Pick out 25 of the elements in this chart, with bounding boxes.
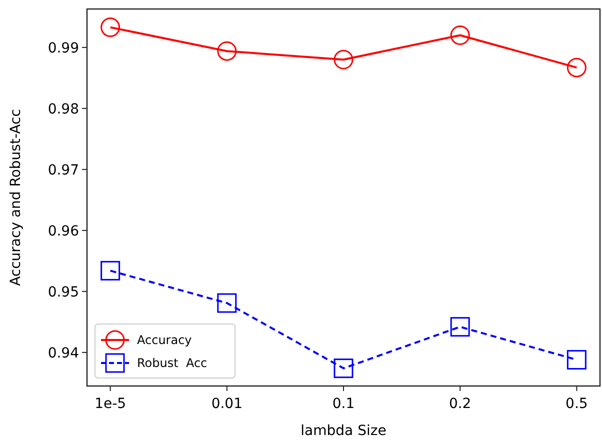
x-axis-title: lambda Size: [300, 423, 386, 439]
point: [217, 41, 237, 61]
point: [100, 18, 120, 38]
point: [217, 293, 237, 313]
y-tick-label: 0.96: [48, 223, 80, 240]
x-tick-label: 0.5: [566, 396, 588, 412]
point: [566, 350, 586, 370]
point: [100, 260, 120, 280]
x-tick-label: 1e-5: [94, 396, 126, 412]
point: [334, 50, 354, 70]
legend-label: Accuracy: [137, 333, 192, 348]
x-tick-label: 0.01: [211, 396, 242, 412]
y-tick-label: 0.99: [48, 40, 79, 56]
point: [334, 358, 354, 378]
y-tick-label: 0.97: [48, 162, 79, 178]
y-tick-label: 0.98: [48, 101, 79, 118]
x-tick-label: 0.1: [332, 396, 355, 412]
point: [450, 25, 470, 45]
legend-label: Robust Acc: [137, 356, 208, 370]
y-tick-label: 0.94: [48, 345, 80, 362]
x-tick-label: 0.2: [448, 396, 472, 412]
y-tick-label: 0.95: [48, 284, 79, 300]
y-axis-title: Accuracy and Robust-Acc: [8, 109, 24, 286]
point: [566, 58, 586, 78]
point: [450, 317, 470, 337]
